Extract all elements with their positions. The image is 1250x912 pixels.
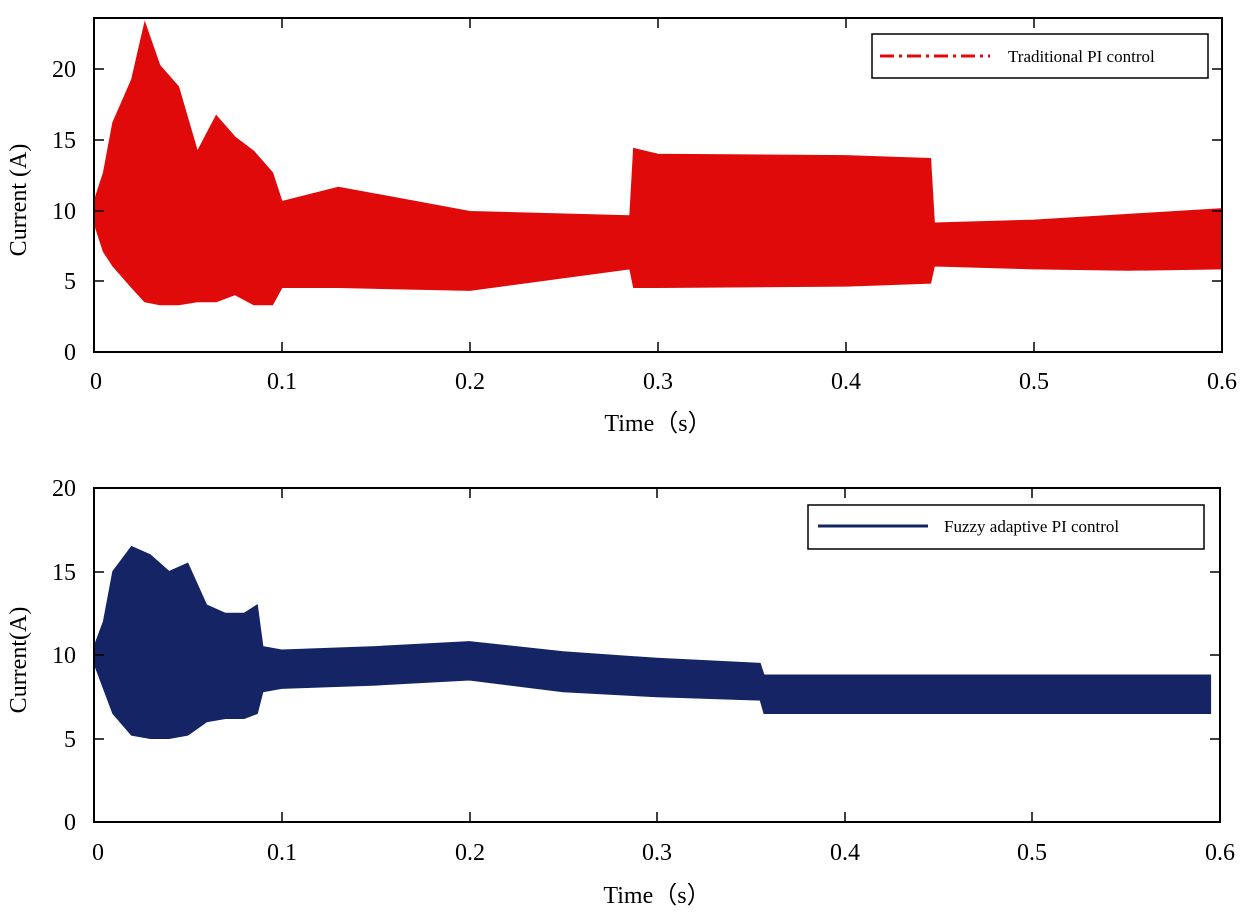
bottom-y-axis-title: Current(A) xyxy=(6,607,32,714)
bottom-xtick-label: 0.6 xyxy=(1205,840,1235,866)
top-ytick-label: 20 xyxy=(52,57,76,83)
bottom-x-tick-labels: 0 0.1 0.2 0.3 0.4 0.5 0.6 xyxy=(92,840,1235,866)
bottom-ytick-label: 20 xyxy=(52,476,76,502)
top-y-ticks xyxy=(94,68,1222,353)
top-legend-label: Traditional PI control xyxy=(1008,47,1155,66)
bottom-xtick-label: 0.2 xyxy=(455,840,485,866)
chart-bottom: 0 5 10 15 20 0 0.1 0.2 0.3 0.4 0.5 0.6 T… xyxy=(6,476,1235,909)
top-xtick-label: 0 xyxy=(90,369,102,395)
bottom-legend-label: Fuzzy adaptive PI control xyxy=(944,517,1119,536)
bottom-ytick-label: 15 xyxy=(52,560,76,586)
chart-top: 0 5 10 15 20 0 0.1 0.2 0.3 0.4 0.5 0.6 T… xyxy=(6,17,1237,437)
bottom-y-tick-labels: 0 5 10 15 20 xyxy=(52,476,76,836)
bottom-xtick-label: 0.1 xyxy=(267,840,297,866)
bottom-series-fill xyxy=(93,545,1212,739)
bottom-xtick-label: 0.5 xyxy=(1017,840,1047,866)
bottom-ytick-label: 10 xyxy=(52,643,76,669)
bottom-xtick-label: 0 xyxy=(92,840,104,866)
top-ytick-label: 0 xyxy=(64,340,76,366)
top-ytick-label: 10 xyxy=(52,199,76,225)
bottom-ytick-label: 5 xyxy=(64,727,76,753)
top-y-tick-labels: 0 5 10 15 20 xyxy=(52,57,76,366)
bottom-xtick-label: 0.4 xyxy=(830,840,860,866)
bottom-x-axis-title: Time（s） xyxy=(603,883,710,909)
top-x-tick-labels: 0 0.1 0.2 0.3 0.4 0.5 0.6 xyxy=(90,369,1237,395)
top-y-axis-title: Current (A) xyxy=(6,144,32,257)
bottom-legend: Fuzzy adaptive PI control xyxy=(807,504,1205,550)
top-xtick-label: 0.3 xyxy=(643,369,673,395)
top-ytick-label: 15 xyxy=(52,128,76,154)
top-xtick-label: 0.1 xyxy=(267,369,297,395)
top-x-axis-title: Time（s） xyxy=(604,411,711,437)
top-ytick-label: 5 xyxy=(64,269,76,295)
bottom-x-ticks xyxy=(281,488,1033,822)
bottom-xtick-label: 0.3 xyxy=(642,840,672,866)
top-xtick-label: 0.2 xyxy=(455,369,485,395)
top-xtick-label: 0.4 xyxy=(831,369,861,395)
bottom-ytick-label: 0 xyxy=(64,810,76,836)
top-xtick-label: 0.5 xyxy=(1019,369,1049,395)
top-x-ticks xyxy=(93,18,1035,352)
bottom-y-ticks xyxy=(94,571,1220,823)
top-xtick-label: 0.6 xyxy=(1207,369,1237,395)
top-legend: Traditional PI control xyxy=(871,33,1209,79)
